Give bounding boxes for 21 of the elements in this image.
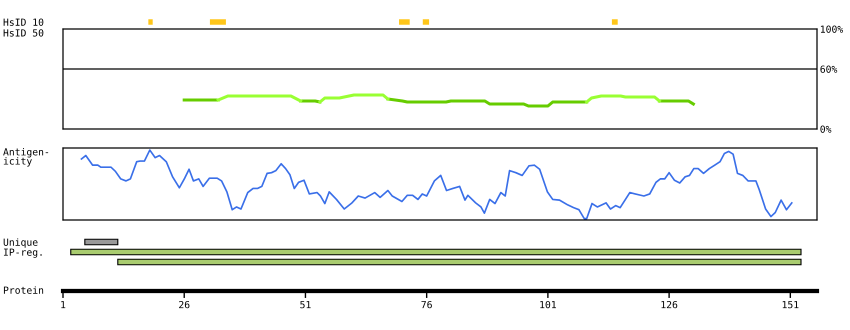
x-tick-label: 151 [782,301,798,308]
bar [399,19,410,25]
x-tick-label: 51 [300,301,311,308]
y2-tick-label: 0% [820,126,832,133]
x-tick-label: 126 [662,300,678,308]
chart-title: HsID 50 [4,29,44,37]
x-axis-title: Protein [4,286,44,294]
bar [210,19,226,25]
y2-tick-label: 100% [820,26,844,33]
x-tick-label: 1 [61,301,66,308]
x-tick-label: 101 [540,300,556,308]
y-tick-label: Unique [4,238,38,248]
chart-title: Antigen- icity [3,148,48,167]
bar [612,19,618,25]
y-tick-label: HsID 10 [4,18,44,26]
x-tick-label: 26 [179,300,190,308]
bar [422,19,430,25]
y2-tick-label: 60% [820,66,838,73]
bar [148,19,153,25]
y-tick-label: IP-reg. [4,248,42,258]
x-tick-label: 76 [421,300,432,308]
